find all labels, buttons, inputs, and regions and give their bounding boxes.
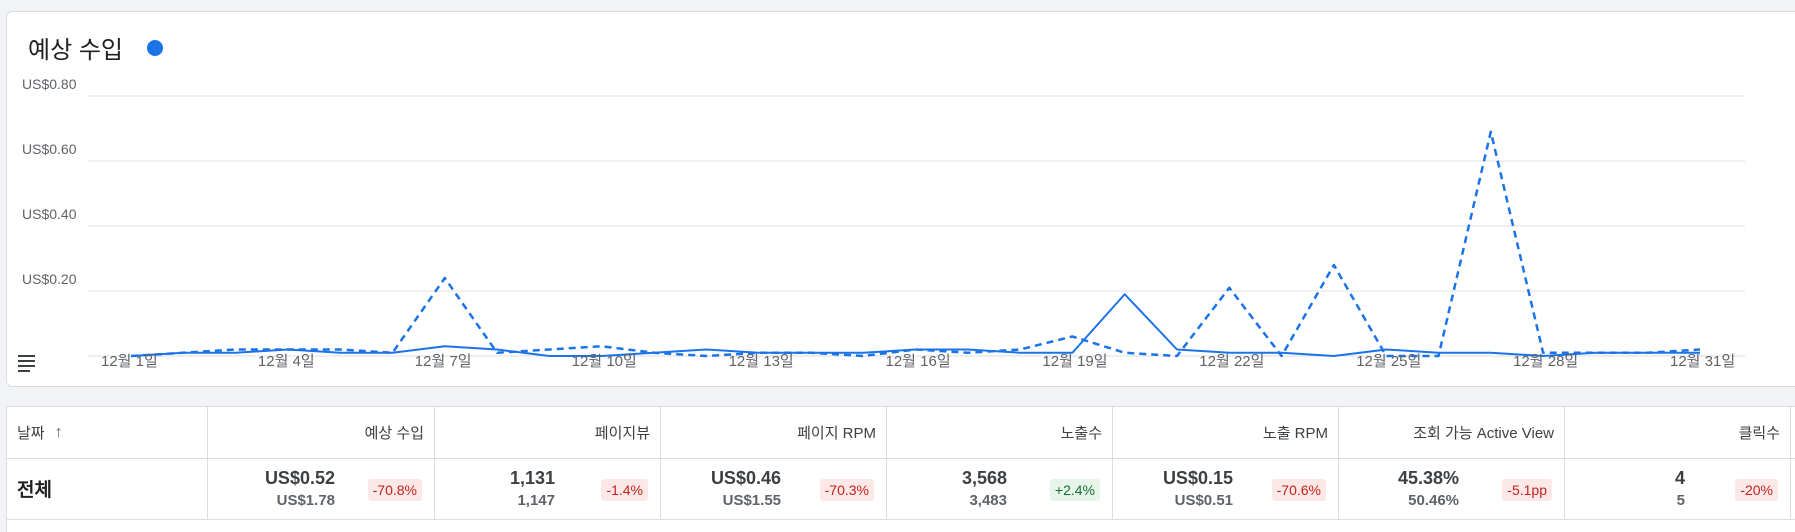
x-tick-label: 12월 28일 <box>1513 353 1579 370</box>
x-tick-label: 12월 22일 <box>1199 353 1265 370</box>
table-row-total[interactable]: 전체 US$0.52 US$1.78 -70.8% 1,131 1,147 -1… <box>7 459 1795 520</box>
x-tick-label: 12월 16일 <box>885 353 951 370</box>
series-line-current[interactable] <box>130 293 1700 357</box>
cell-value: US$0.46 <box>710 468 781 488</box>
legend-dot[interactable] <box>147 39 163 56</box>
x-tick-label: 12월 25일 <box>1356 353 1422 370</box>
cell-estimated-earnings: US$0.52 US$1.78 -70.8% <box>208 459 435 519</box>
line-chart <box>88 95 1745 358</box>
header-label: 클릭수 <box>1738 425 1780 442</box>
x-tick-label: 12월 7일 <box>414 353 472 370</box>
cell-previous-value: US$0.51 <box>1174 492 1233 509</box>
header-label: 예상 수입 <box>364 425 424 442</box>
cell-value: 1,131 <box>509 468 555 488</box>
change-badge: -5.1pp <box>1502 479 1552 501</box>
header-label: 조회 가능 Active View <box>1413 425 1554 442</box>
cell-previous-value: 3,483 <box>969 492 1007 509</box>
header-label: 노출 RPM <box>1262 425 1328 442</box>
cell-impression-rpm: US$0.15 US$0.51 -70.6% <box>1113 459 1339 519</box>
cell-page-rpm: US$0.46 US$1.55 -70.3% <box>661 459 887 519</box>
x-tick-label: 12월 31일 <box>1670 353 1736 370</box>
cell-previous-value: 1,147 <box>517 492 555 509</box>
y-tick-label: US$0.60 <box>22 141 77 157</box>
cell-value: US$0.52 <box>264 468 335 488</box>
change-badge: -70.6% <box>1271 479 1326 501</box>
header-label: 페이지뷰 <box>594 425 650 442</box>
series-line-previous[interactable] <box>130 130 1701 358</box>
chart-menu-icon[interactable] <box>17 352 37 372</box>
x-tick-label: 12월 19일 <box>1042 353 1108 370</box>
header-impressions[interactable]: 노출수 <box>887 407 1113 458</box>
change-badge: -70.3% <box>819 479 874 501</box>
cell-active-view: 45.38% 50.46% -5.1pp <box>1339 459 1565 519</box>
header-date[interactable]: 날짜 ↑ <box>7 407 208 458</box>
header-pageviews[interactable]: 페이지뷰 <box>435 407 661 458</box>
header-label: 노출수 <box>1060 425 1102 442</box>
y-tick-label: US$0.80 <box>22 76 77 92</box>
header-active-view[interactable]: 조회 가능 Active View <box>1339 407 1565 458</box>
x-tick-label: 12월 1일 <box>101 353 158 370</box>
cell-value: 45.38% <box>1397 468 1459 488</box>
table-header-row: 날짜 ↑ 예상 수입 페이지뷰 페이지 RPM 노출수 노출 RPM 조회 가능… <box>7 407 1795 459</box>
table-row[interactable] <box>7 520 1795 532</box>
cell-clicks: 4 5 -20% <box>1565 459 1791 519</box>
header-label: 페이지 RPM <box>797 425 876 442</box>
chart-title-text: 예상 수입 <box>28 37 123 64</box>
arrow-up-icon[interactable]: ↑ <box>54 423 63 441</box>
header-clicks[interactable]: 클릭수 <box>1565 407 1791 458</box>
chart-title: 예상 수입 <box>28 30 163 65</box>
cell-value: US$0.15 <box>1162 468 1233 488</box>
change-badge: -20% <box>1735 479 1778 501</box>
header-estimated-earnings[interactable]: 예상 수입 <box>208 407 435 458</box>
y-tick-label: US$0.20 <box>22 271 77 287</box>
chart-card: 예상 수입 <box>6 11 1795 387</box>
cell-previous-value: 5 <box>1676 492 1685 509</box>
x-tick-label: 12월 13일 <box>728 353 794 370</box>
report-table: 날짜 ↑ 예상 수입 페이지뷰 페이지 RPM 노출수 노출 RPM 조회 가능… <box>6 406 1795 532</box>
change-badge: +2.4% <box>1049 479 1100 501</box>
cell-value: 3,568 <box>961 468 1007 488</box>
y-tick-label: US$0.40 <box>22 206 77 222</box>
x-tick-label: 12월 4일 <box>257 353 315 370</box>
row-label: 전체 <box>17 480 52 501</box>
cell-previous-value: US$1.55 <box>722 492 781 509</box>
change-badge: -1.4% <box>601 479 648 501</box>
cell-row-label: 전체 <box>7 459 208 519</box>
header-page-rpm[interactable]: 페이지 RPM <box>661 407 887 458</box>
cell-value: 4 <box>1674 468 1685 488</box>
cell-previous-value: US$1.78 <box>276 492 335 509</box>
x-tick-label: 12월 10일 <box>571 353 637 370</box>
header-impression-rpm[interactable]: 노출 RPM <box>1113 407 1339 458</box>
cell-previous-value: 50.46% <box>1408 492 1459 509</box>
cell-pageviews: 1,131 1,147 -1.4% <box>435 459 661 519</box>
header-label: 날짜 <box>17 425 45 442</box>
cell-impressions: 3,568 3,483 +2.4% <box>887 459 1113 519</box>
change-badge: -70.8% <box>367 479 422 501</box>
